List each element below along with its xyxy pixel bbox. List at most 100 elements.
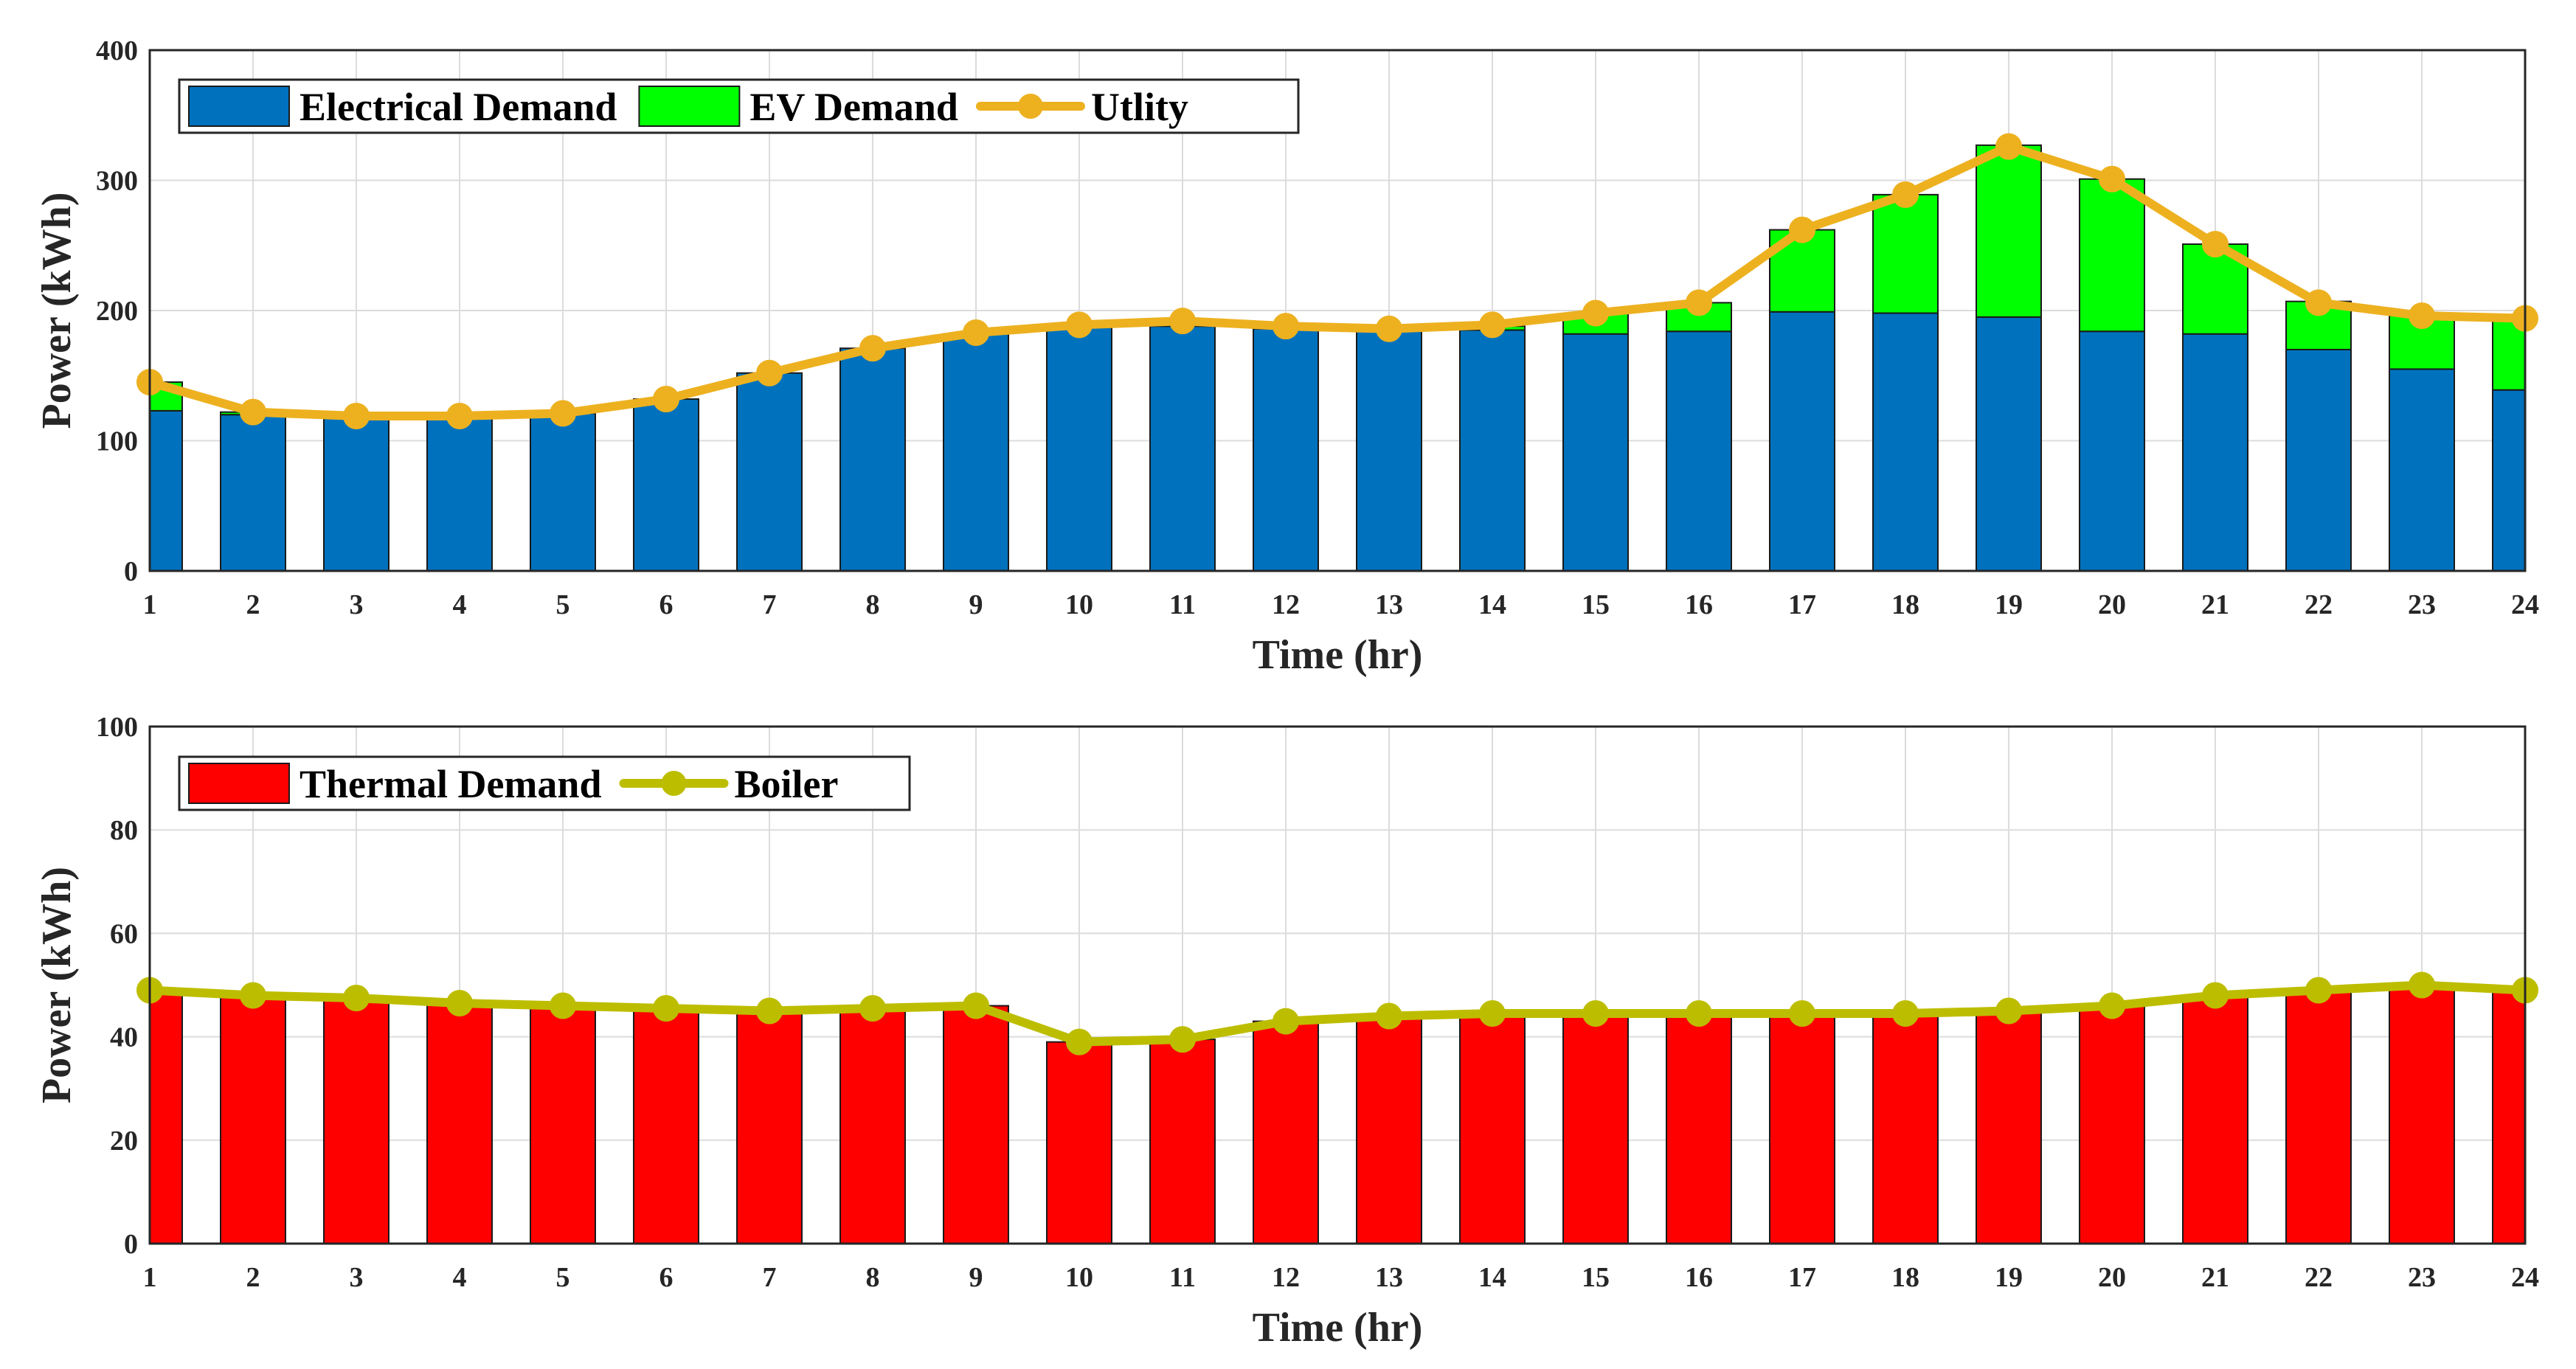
- marker-utlity: [2202, 230, 2229, 257]
- marker-utlity: [1479, 311, 1506, 339]
- bar-thermal-demand: [1046, 1041, 1112, 1244]
- line-utlity: [145, 142, 2530, 420]
- x-tick-label: 15: [1582, 1262, 1610, 1293]
- bar-thermal-demand: [2389, 984, 2455, 1244]
- x-tick-label: 1: [143, 589, 157, 620]
- x-axis-label: Time (hr): [1253, 632, 1423, 678]
- x-tick-label: 2: [246, 589, 260, 620]
- y-tick-label: 0: [124, 556, 138, 587]
- marker-boiler: [1789, 1000, 1815, 1027]
- marker-utlity: [2409, 302, 2435, 330]
- marker-boiler: [2409, 971, 2435, 999]
- bar-electrical-demand: [220, 414, 286, 571]
- x-tick-label: 16: [1685, 589, 1713, 620]
- y-tick-label: 0: [124, 1229, 138, 1260]
- x-tick-label: 8: [866, 1262, 880, 1293]
- bar-electrical-demand: [1149, 325, 1216, 571]
- bar-thermal-demand: [426, 1002, 493, 1244]
- x-tick-label: 14: [1478, 589, 1506, 620]
- marker-boiler: [1892, 1000, 1919, 1027]
- bar-electrical-demand: [2492, 389, 2525, 571]
- x-tick-label: 9: [969, 1262, 983, 1293]
- marker-boiler: [1066, 1028, 1093, 1056]
- bar-electrical-demand: [1976, 316, 2042, 571]
- x-tick-label: 1: [143, 1262, 157, 1293]
- bar-thermal-demand: [220, 994, 286, 1244]
- bar-thermal-demand: [1769, 1013, 1835, 1244]
- marker-boiler: [1582, 1000, 1609, 1027]
- legend-label-ev-demand: EV Demand: [749, 85, 958, 129]
- marker-utlity: [1273, 313, 1299, 340]
- legend: Electrical Demand EV Demand Utlity: [178, 78, 1300, 134]
- marker-boiler: [550, 992, 576, 1019]
- bar-thermal-demand: [2182, 994, 2248, 1244]
- marker-utlity: [446, 402, 473, 429]
- y-tick-label: 100: [96, 712, 138, 743]
- bar-thermal-demand: [1459, 1013, 1526, 1244]
- bar-thermal-demand: [1253, 1020, 1319, 1244]
- x-tick-label: 12: [1272, 1262, 1300, 1293]
- marker-boiler: [653, 995, 679, 1022]
- bar-electrical-demand: [323, 417, 389, 571]
- x-tick-label: 19: [1995, 1262, 2023, 1293]
- y-tick-label: 60: [110, 918, 138, 949]
- marker-boiler: [1169, 1026, 1196, 1053]
- bar-ev-demand: [1976, 144, 2042, 318]
- x-tick-label: 11: [1169, 589, 1196, 620]
- legend-label-thermal-demand: Thermal Demand: [300, 762, 601, 806]
- bar-electrical-demand: [736, 372, 803, 571]
- x-tick-label: 14: [1478, 1262, 1506, 1293]
- legend-marker-boiler: [661, 771, 687, 796]
- bar-thermal-demand: [1872, 1013, 1939, 1244]
- x-tick-label: 23: [2408, 1262, 2436, 1293]
- bar-electrical-demand: [1356, 329, 1422, 571]
- x-tick-label: 7: [763, 589, 777, 620]
- x-tick-label: 13: [1375, 1262, 1403, 1293]
- bar-thermal-demand: [2492, 989, 2525, 1244]
- x-tick-label: 22: [2305, 589, 2333, 620]
- electrical-chart: 1 2 3 4 5 6 7 8 9 10 11 12 13 14 15 16 17 18 19 20 21 22 23 240…: [34, 35, 2539, 678]
- x-tick-label: 10: [1065, 589, 1093, 620]
- marker-boiler: [963, 992, 989, 1019]
- x-tick-label: 18: [1891, 589, 1919, 620]
- x-tick-label: 4: [453, 589, 467, 620]
- bar-thermal-demand: [1149, 1039, 1216, 1244]
- bar-thermal-demand: [1666, 1013, 1732, 1244]
- bar-ev-demand: [2079, 178, 2145, 333]
- legend-marker-utlity: [1017, 94, 1043, 119]
- marker-boiler: [2202, 982, 2229, 1009]
- bar-thermal-demand: [1356, 1015, 1422, 1244]
- y-tick-label: 200: [96, 296, 138, 327]
- bar-electrical-demand: [1046, 325, 1112, 571]
- x-tick-label: 16: [1685, 1262, 1713, 1293]
- marker-boiler: [446, 990, 473, 1017]
- legend-label-electrical-demand: Electrical Demand: [300, 85, 617, 129]
- axes-frame: [148, 49, 2527, 572]
- marker-boiler: [756, 997, 783, 1025]
- bar-electrical-demand: [943, 333, 1009, 571]
- y-tick-label: 100: [96, 426, 138, 457]
- bar-thermal-demand: [943, 1005, 1009, 1244]
- y-axis-label: Power (kWh): [34, 193, 80, 429]
- bar-electrical-demand: [1769, 311, 1835, 571]
- marker-utlity: [1892, 181, 1919, 208]
- legend-swatch-thermal-demand: [188, 763, 290, 804]
- bar-ev-demand: [1872, 193, 1939, 314]
- x-tick-label: 18: [1891, 1262, 1919, 1293]
- bar-thermal-demand: [633, 1008, 699, 1244]
- bar-electrical-demand: [633, 398, 699, 571]
- marker-boiler: [859, 995, 886, 1022]
- marker-utlity: [2099, 165, 2125, 193]
- x-tick-label: 5: [556, 1262, 570, 1293]
- line-boiler: [145, 980, 2530, 1047]
- legend-label-utlity: Utlity: [1091, 85, 1188, 129]
- bar-electrical-demand: [1666, 330, 1732, 571]
- x-tick-label: 15: [1582, 589, 1610, 620]
- x-tick-label: 7: [763, 1262, 777, 1293]
- bar-electrical-demand: [150, 409, 183, 571]
- x-tick-label: 17: [1788, 589, 1816, 620]
- x-tick-label: 20: [2098, 589, 2126, 620]
- marker-utlity: [1376, 315, 1402, 342]
- legend-swatch-ev-demand: [638, 86, 741, 127]
